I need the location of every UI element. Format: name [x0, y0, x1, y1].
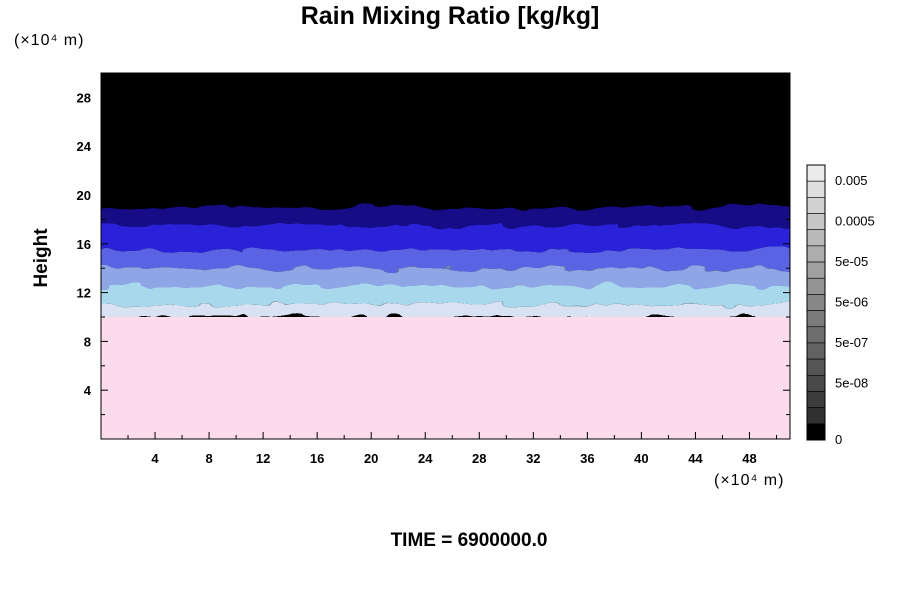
heatmap-layer	[101, 317, 790, 439]
y-tick-label: 28	[77, 90, 91, 105]
y-tick-label: 24	[77, 139, 92, 154]
colorbar-segment	[806, 229, 826, 247]
colorbar-label: 0	[835, 432, 842, 447]
x-tick-label: 40	[634, 451, 648, 466]
colorbar-segment	[806, 164, 826, 182]
colorbar-label: 0.0005	[835, 214, 875, 229]
plot-frame	[100, 72, 791, 440]
heatmap-layer	[101, 225, 790, 250]
colorbar-segment	[806, 213, 826, 231]
x-tick-label: 36	[580, 451, 594, 466]
colorbar-segment	[806, 374, 826, 392]
y-tick-label: 4	[84, 383, 92, 398]
heatmap-layer	[101, 304, 790, 317]
heatmap-layer	[101, 73, 790, 208]
x-tick-label: 48	[742, 451, 756, 466]
x-tick-label: 12	[256, 451, 270, 466]
x-tick-label: 16	[310, 451, 324, 466]
colorbar-label: 5e-08	[835, 375, 868, 390]
x-tick-label: 44	[688, 451, 703, 466]
heatmap-layer	[101, 207, 790, 226]
colorbar-label: 5e-07	[835, 335, 868, 350]
colorbar-segment	[806, 261, 826, 279]
colorbar-segment	[806, 180, 826, 198]
colorbar-label: 5e-06	[835, 295, 868, 310]
heatmap-field	[101, 73, 790, 439]
colorbar-segment	[806, 423, 826, 441]
y-tick-label: 12	[77, 286, 91, 301]
x-tick-label: 28	[472, 451, 486, 466]
colorbar-segment	[806, 342, 826, 360]
chart-title: Rain Mixing Ratio [kg/kg]	[300, 2, 600, 30]
colorbar-segment	[806, 407, 826, 425]
time-label: TIME = 6900000.0	[390, 530, 548, 551]
colorbar-segment	[806, 358, 826, 376]
colorbar-label: 5e-05	[835, 254, 868, 269]
colorbar-segment	[806, 326, 826, 344]
x-tick-label: 24	[418, 451, 433, 466]
colorbar-label: 0.005	[835, 173, 868, 188]
x-tick-label: 20	[364, 451, 378, 466]
colorbar-segment	[806, 310, 826, 328]
x-tick-label: 4	[151, 451, 159, 466]
heatmap-layer	[101, 286, 790, 305]
x-axis-unit: (×10⁴ m)	[714, 472, 785, 489]
y-axis-unit: (×10⁴ m)	[14, 32, 85, 49]
y-tick-label: 8	[84, 334, 91, 349]
colorbar-frame	[806, 164, 826, 441]
colorbar-segment	[806, 391, 826, 408]
colorbar: 0.005 0.0005 5e-05 5e-06 5e-07 5e-08 0	[806, 164, 875, 447]
colorbar-segment	[806, 277, 826, 295]
colorbar-segment	[806, 294, 826, 311]
colorbar-segment	[806, 245, 826, 263]
turbulent-layers	[101, 73, 790, 317]
x-tick-label: 8	[205, 451, 212, 466]
heatmap-layer	[101, 268, 790, 287]
y-tick-label: 20	[77, 188, 91, 203]
y-tick-label: 16	[77, 237, 91, 252]
colorbar-segment	[806, 197, 826, 214]
x-tick-label: 32	[526, 451, 540, 466]
heatmap-layer	[101, 249, 790, 269]
